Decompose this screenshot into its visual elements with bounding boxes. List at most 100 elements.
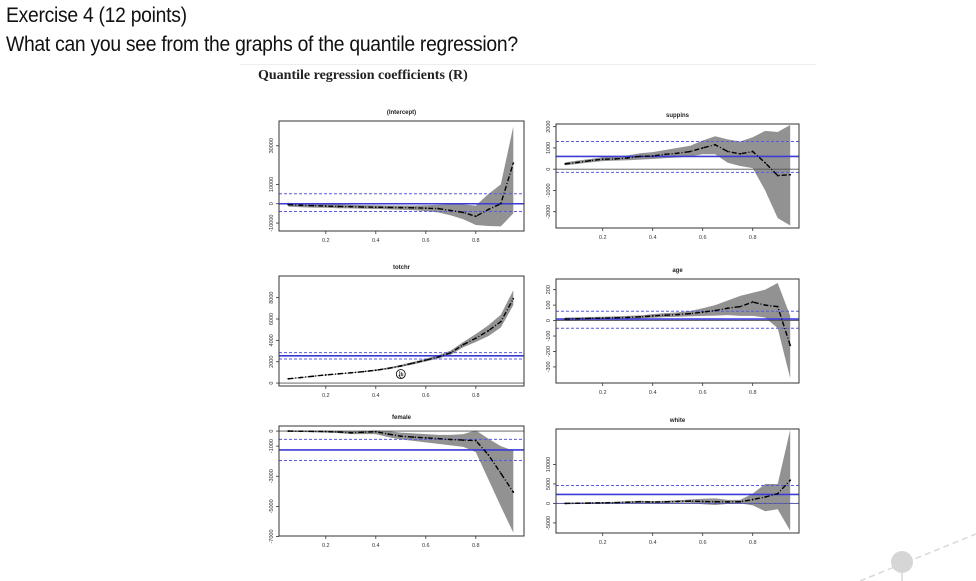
cursor-outline [395, 369, 406, 380]
x-tick-label: 0.8 [472, 543, 480, 549]
panel-title: white [669, 418, 686, 424]
estimate-point [374, 206, 377, 209]
estimate-point [564, 502, 567, 505]
plot-area [556, 124, 799, 226]
y-tick-label: 0 [546, 319, 552, 322]
estimate-point [601, 158, 604, 161]
estimate-point [651, 501, 654, 503]
estimate-point [362, 431, 365, 434]
estimate-point [512, 162, 515, 165]
estimate-point [739, 500, 742, 503]
estimate-point [424, 359, 427, 362]
estimate-point [387, 206, 390, 209]
estimate-point [751, 498, 754, 501]
estimate-point [374, 369, 377, 372]
slide-decoration-icon [860, 533, 976, 581]
y-tick-label: -1000 [546, 183, 552, 197]
estimate-point [499, 202, 502, 205]
estimate-point [374, 430, 377, 433]
estimate-point [576, 317, 579, 320]
estimate-point [299, 376, 302, 379]
estimate-point [462, 343, 465, 346]
x-tick-label: 0.4 [649, 390, 657, 396]
estimate-point [589, 159, 592, 162]
x-tick-label: 0.6 [422, 238, 430, 244]
estimate-point [437, 207, 440, 210]
estimate-point [714, 500, 717, 503]
estimate-point [789, 344, 792, 347]
panel-title: age [672, 268, 683, 274]
estimate-point [776, 174, 779, 177]
estimate-point [589, 317, 592, 320]
estimate-point [512, 491, 515, 493]
y-tick-label: 2000 [269, 356, 275, 368]
x-tick-label: 0.4 [649, 540, 657, 546]
y-tick-label: 4000 [269, 334, 275, 346]
estimate-point [614, 316, 617, 319]
estimate-point [324, 374, 327, 376]
estimate-point [324, 430, 327, 433]
x-tick-label: 0.8 [472, 238, 480, 244]
estimate-point [689, 150, 692, 153]
estimate-point [312, 204, 315, 207]
confidence-band [288, 430, 514, 533]
estimate-point [299, 204, 302, 207]
estimate-point [751, 150, 754, 153]
confidence-band [288, 126, 514, 227]
estimate-point [714, 143, 717, 146]
plot-frame [278, 275, 525, 387]
estimate-point [437, 437, 440, 440]
x-tick-label: 0.6 [699, 540, 707, 546]
x-tick-label: 0.2 [322, 393, 330, 399]
estimate-point [639, 155, 642, 158]
x-tick-label: 0.2 [322, 543, 330, 549]
estimate-point [349, 371, 352, 374]
x-tick-label: 0.6 [699, 390, 707, 396]
hand-cursor-icon [395, 369, 406, 380]
estimate-point [287, 377, 290, 380]
estimate-point [764, 304, 767, 307]
estimate-point [474, 215, 477, 218]
confidence-band [565, 283, 791, 379]
x-tick-label: 0.2 [599, 540, 607, 546]
estimate-point [512, 297, 515, 300]
estimate-point [362, 370, 365, 373]
estimate-point [387, 367, 390, 370]
estimate-point [387, 433, 390, 435]
estimate-point [751, 301, 754, 303]
estimate-point [462, 439, 465, 442]
estimate-point [626, 316, 629, 319]
estimate-point [349, 205, 352, 208]
y-tick-label: 10000 [546, 457, 552, 472]
x-tick-label: 0.2 [599, 390, 607, 396]
estimate-point [499, 320, 502, 323]
estimate-point [701, 147, 704, 149]
estimate-point [412, 436, 415, 439]
estimate-point [312, 430, 315, 433]
plot-frame [555, 123, 800, 229]
estimate-point [789, 173, 792, 176]
y-tick-label: -200 [546, 346, 552, 357]
estimate-point [462, 211, 465, 214]
confidence-band [565, 429, 791, 531]
estimate-point [487, 329, 490, 332]
y-tick-label: 0 [269, 202, 275, 205]
panel-title: female [392, 415, 412, 421]
estimate-point [776, 492, 779, 495]
estimate-point [299, 430, 302, 433]
y-tick-label: 10000 [269, 177, 275, 192]
estimate-point [689, 312, 692, 315]
estimate-point [651, 155, 654, 157]
estimate-point [564, 162, 567, 165]
estimate-point [726, 500, 729, 503]
y-tick-label: -1000 [269, 439, 275, 453]
estimate-point [412, 362, 415, 365]
panel-intercept: (Intercept) 0.2 0.4 0.6 0.8 -10000 0 10000 30000 [269, 110, 525, 244]
estimate-point [337, 431, 340, 433]
estimate-point [437, 356, 440, 358]
y-tick-label: -100 [546, 331, 552, 342]
estimate-point [726, 150, 729, 153]
estimate-point [487, 453, 490, 456]
y-tick-label: 2000 [546, 121, 552, 133]
estimate-point [664, 314, 667, 317]
